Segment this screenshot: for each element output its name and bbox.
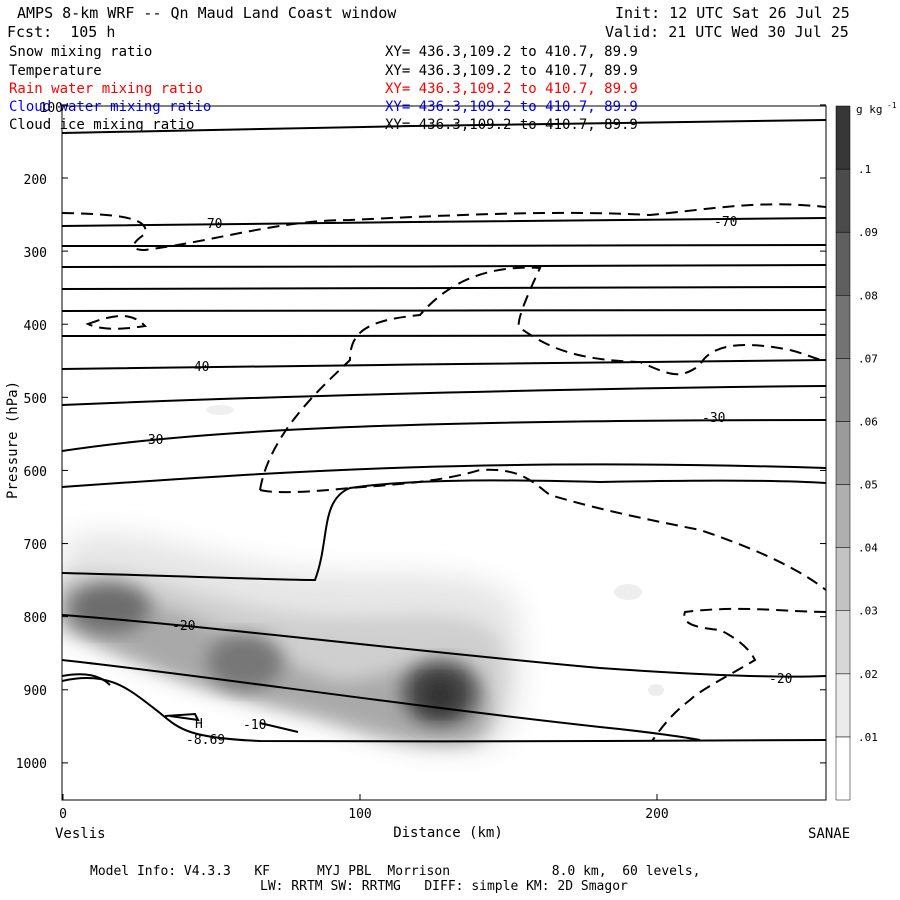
contour-label-minus30-right: -30 — [702, 411, 725, 426]
field-xy-snow: XY= 436.3,109.2 to 410.7, 89.9 — [385, 44, 638, 60]
colorbar-unit-exponent: -1 — [887, 101, 897, 110]
y-tick-label-100: 100 — [40, 101, 63, 116]
y-tick-label-300: 300 — [24, 246, 47, 261]
field-name-cloud-water: Cloud water mixing ratio — [9, 99, 212, 115]
colorbar-swatch-1 — [835, 673, 851, 738]
contour-labels: -70 -70 -40 -30 -30 -20 -20 -10 -8.69 H — [140, 215, 792, 748]
contour-label-minus20-right: -20 — [769, 672, 792, 687]
left-endpoint-label: Veslis — [55, 826, 106, 842]
colorbar-tick-label-.02: .02 — [858, 668, 878, 681]
colorbar-tick-label-.08: .08 — [858, 289, 878, 302]
x-tick-label-0: 0 — [59, 807, 67, 822]
field-xy-cloud-water: XY= 436.3,109.2 to 410.7, 89.9 — [385, 99, 638, 115]
right-endpoint-label: SANAE — [808, 826, 850, 842]
colorbar-swatch-0 — [835, 736, 851, 801]
y-tick-label-1000: 1000 — [16, 757, 47, 772]
y-axis-ticks — [62, 104, 826, 764]
colorbar-tick-label-.09: .09 — [858, 226, 878, 239]
field-name-rain: Rain water mixing ratio — [9, 81, 203, 97]
colorbar-unit: g kg — [856, 103, 883, 116]
colorbar-swatch-10 — [835, 105, 851, 170]
colorbar-swatch-3 — [835, 547, 851, 611]
init-time: Init: 12 UTC Sat 26 Jul 25 — [615, 4, 850, 22]
colorbar-tick-label-.03: .03 — [858, 605, 878, 618]
plot-frame — [61, 105, 827, 801]
colorbar-swatch-9 — [835, 168, 851, 233]
colorbar-tick-label-.07: .07 — [858, 352, 878, 365]
y-tick-label-800: 800 — [24, 611, 47, 626]
colorbar-tick-label-.1: .1 — [858, 163, 871, 176]
contour-label-minus70-right: -70 — [714, 215, 737, 230]
field-xy-temperature: XY= 436.3,109.2 to 410.7, 89.9 — [385, 63, 638, 79]
colorbar-tick-label-.04: .04 — [858, 542, 878, 555]
contour-label-minus30-left: -30 — [140, 433, 163, 448]
contour-label-minus869: -8.69 — [186, 733, 225, 748]
colorbar-tick-label-.01: .01 — [858, 731, 878, 744]
chart-title: AMPS 8-km WRF -- Qn Maud Land Coast wind… — [17, 4, 397, 22]
field-name-temperature: Temperature — [9, 63, 102, 79]
field-xy-rain: XY= 436.3,109.2 to 410.7, 89.9 — [385, 81, 638, 97]
colorbar-swatch-6 — [835, 358, 851, 422]
y-tick-label-600: 600 — [24, 465, 47, 480]
y-tick-label-400: 400 — [24, 319, 47, 334]
valid-time: Valid: 21 UTC Wed 30 Jul 25 — [605, 23, 849, 41]
colorbar-tick-label-.05: .05 — [858, 479, 878, 492]
footer-physics-info: LW: RRTM SW: RRTMG DIFF: simple KM: 2D S… — [260, 879, 628, 894]
contour-label-minus20-left: -20 — [172, 619, 195, 634]
cloud-ice-contours — [62, 203, 826, 742]
field-name-cloud-ice: Cloud ice mixing ratio — [9, 117, 195, 133]
colorbar-tick-label-.06: .06 — [858, 415, 878, 428]
colorbar-swatch-7 — [835, 295, 851, 359]
colorbar-swatch-2 — [835, 610, 851, 675]
colorbar-swatch-5 — [835, 421, 851, 485]
colorbar-swatch-8 — [835, 231, 851, 296]
contour-label-high-marker: H — [195, 717, 203, 732]
y-tick-label-700: 700 — [24, 538, 47, 553]
contour-label-minus70-left: -70 — [199, 217, 222, 232]
y-tick-label-900: 900 — [24, 684, 47, 699]
contour-label-minus40: -40 — [186, 360, 209, 375]
field-name-snow: Snow mixing ratio — [9, 44, 153, 60]
temperature-contours — [62, 119, 826, 743]
x-axis-ticks — [62, 794, 658, 800]
y-tick-label-200: 200 — [24, 173, 47, 188]
x-tick-label-100: 100 — [348, 807, 371, 822]
forecast-hour: Fcst: 105 h — [7, 23, 116, 41]
colorbar-swatch-4 — [835, 484, 851, 548]
colorbar: .01 .02 .03 .04 .05 .06 .07 .08 .09 .1 g kg -1 — [835, 101, 897, 801]
x-tick-label-200: 200 — [645, 807, 668, 822]
y-axis-label: Pressure (hPa) — [5, 381, 21, 499]
snow-mixing-shading — [62, 405, 664, 751]
x-axis-label: Distance (km) — [393, 825, 503, 841]
contour-label-minus10: -10 — [243, 718, 266, 733]
footer-model-info: Model Info: V4.3.3 KF MYJ PBL Morrison 8… — [90, 864, 701, 879]
y-tick-label-500: 500 — [24, 392, 47, 407]
